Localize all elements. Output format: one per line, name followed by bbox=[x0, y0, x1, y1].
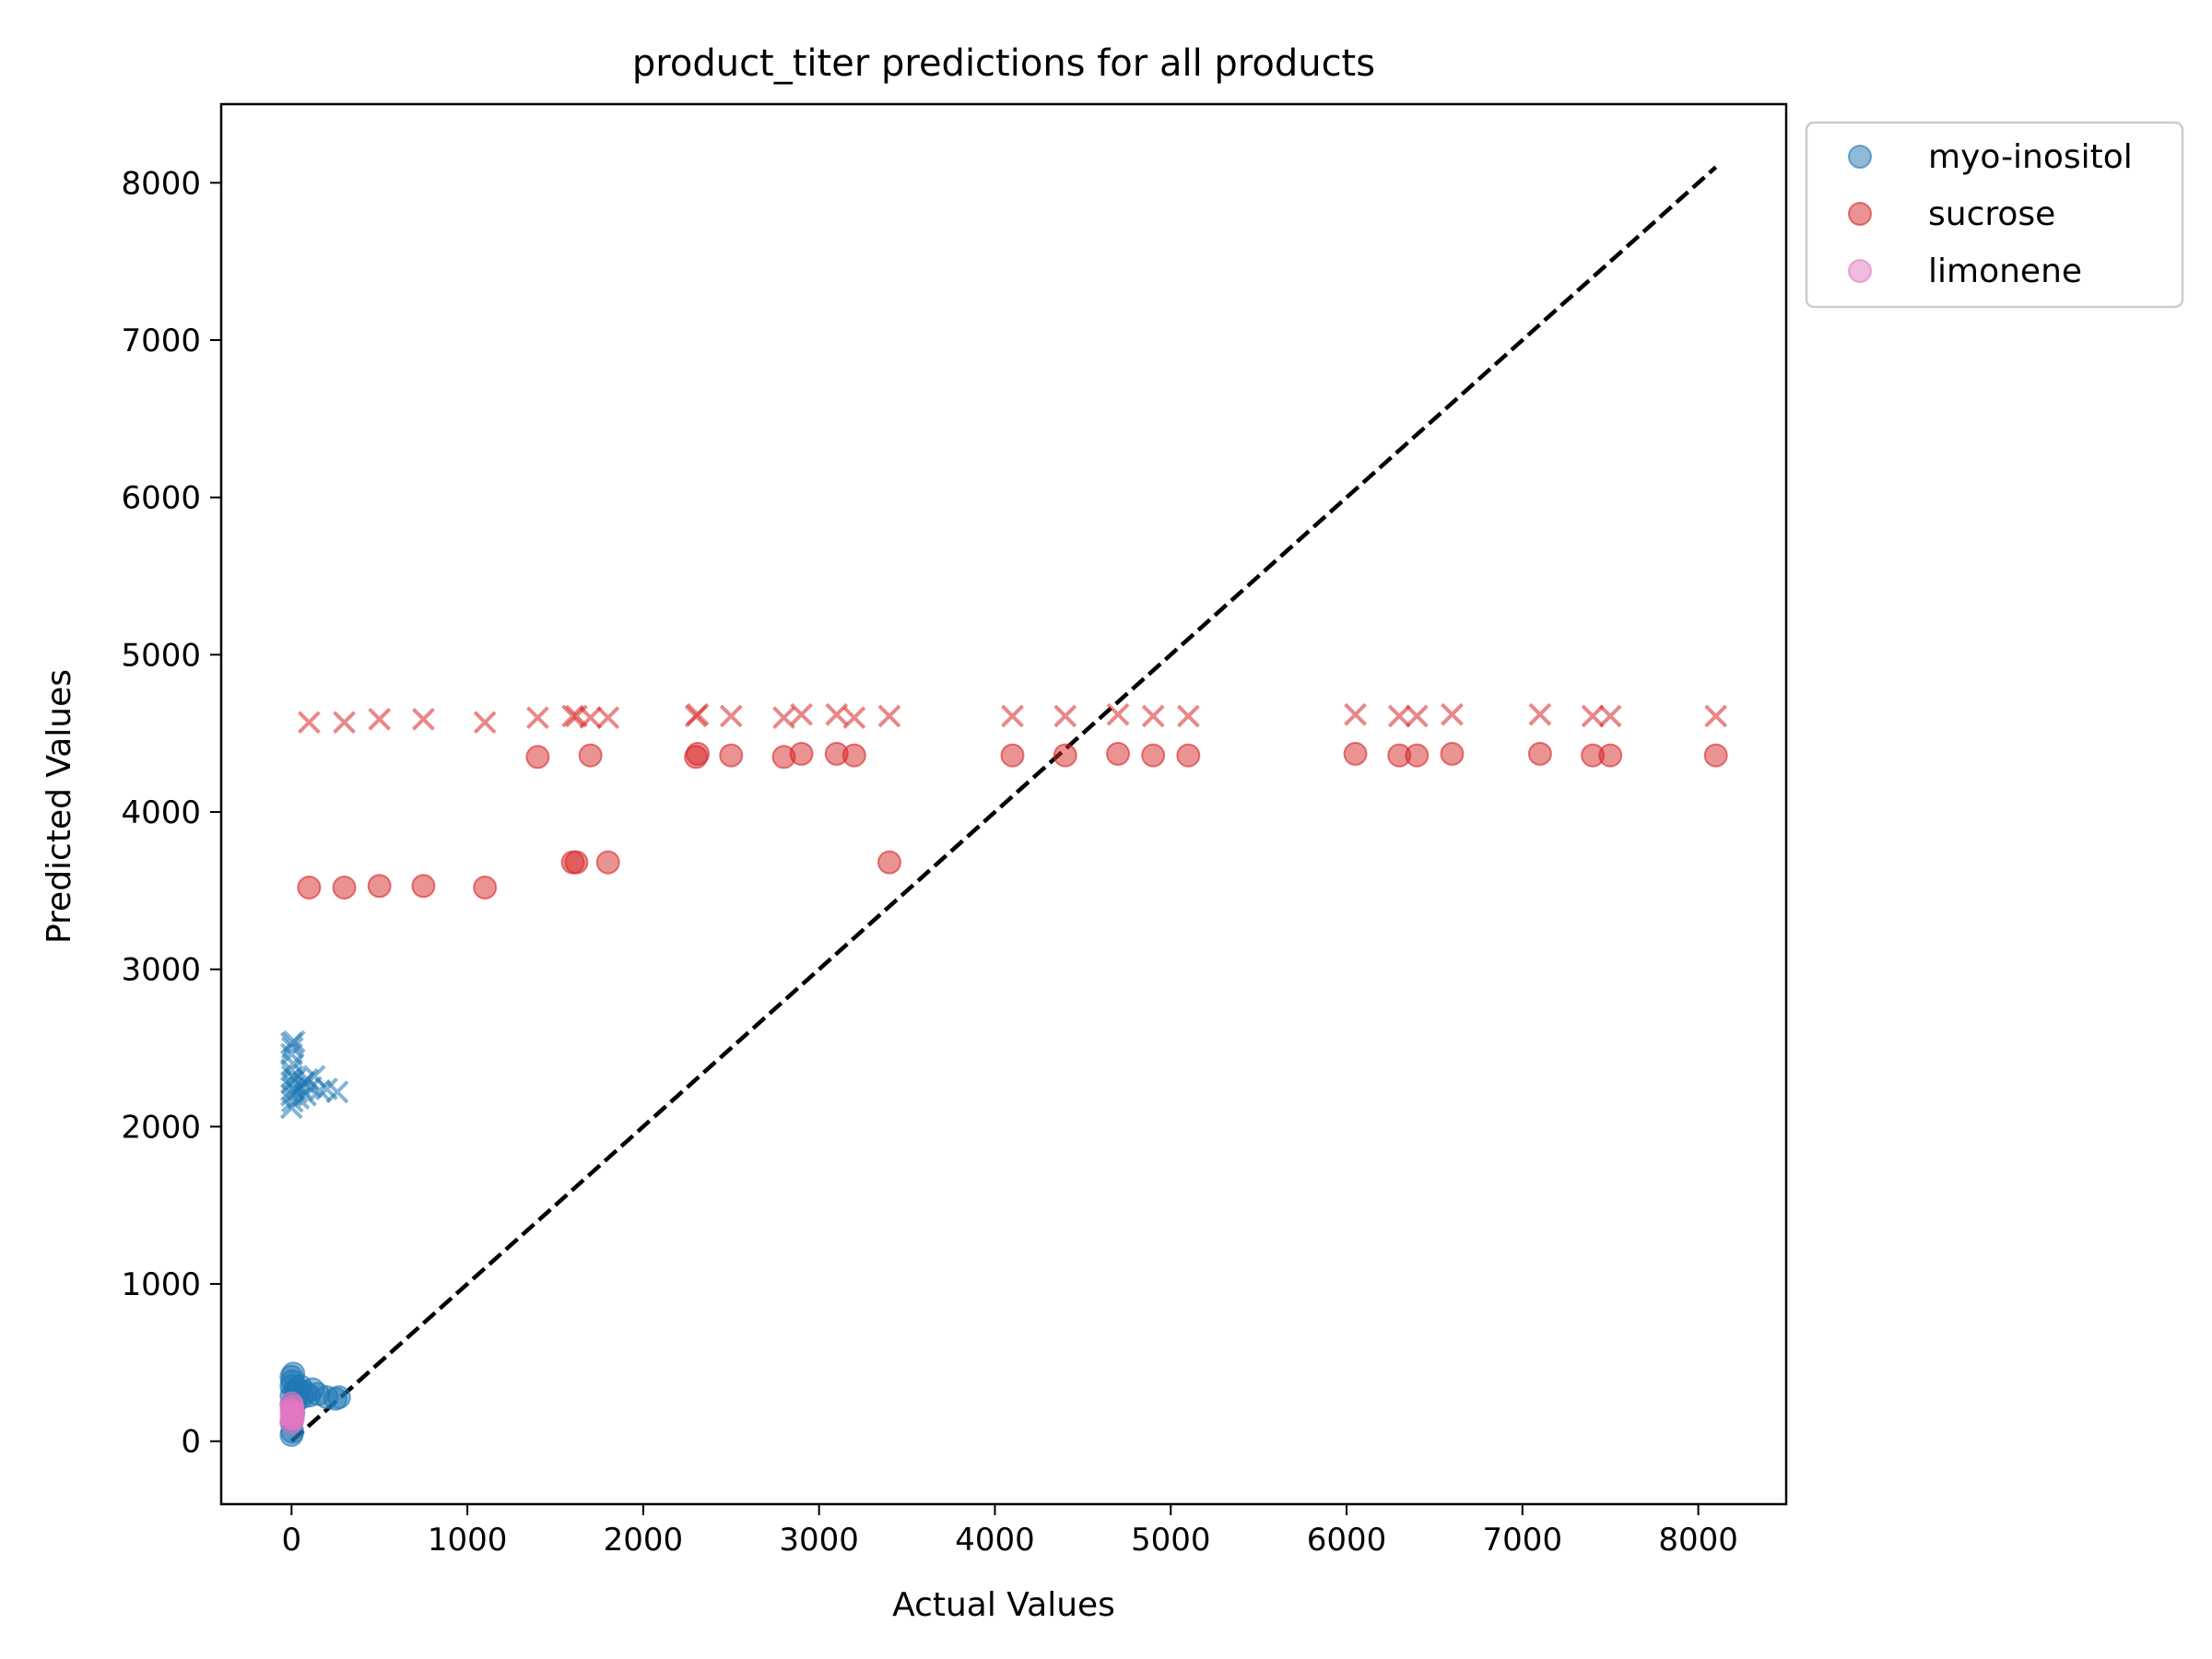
x-tick-label: 2000 bbox=[604, 1522, 684, 1559]
y-tick-label: 8000 bbox=[121, 165, 201, 202]
y-tick-label: 7000 bbox=[121, 323, 201, 359]
data-point-sucrose-cross bbox=[1387, 704, 1411, 728]
chart-title: product_titer predictions for all produc… bbox=[632, 42, 1375, 85]
data-point-sucrose-circle bbox=[1106, 741, 1131, 766]
y-tick-label: 0 bbox=[181, 1424, 201, 1461]
legend-box bbox=[1805, 121, 2184, 309]
plot-frame bbox=[219, 102, 1788, 1506]
y-tick-label: 1000 bbox=[121, 1266, 201, 1303]
data-point-sucrose-circle bbox=[595, 850, 620, 875]
data-point-sucrose-circle bbox=[473, 875, 498, 900]
y-tick-label: 2000 bbox=[121, 1109, 201, 1146]
legend-label: sucrose bbox=[1928, 195, 2055, 233]
data-point-sucrose-circle bbox=[789, 741, 814, 766]
data-point-sucrose-cross bbox=[1405, 704, 1429, 728]
data-point-sucrose-circle bbox=[525, 745, 550, 770]
data-point-sucrose-cross bbox=[1053, 704, 1077, 728]
data-point-sucrose-cross bbox=[719, 704, 743, 728]
data-point-sucrose-circle bbox=[1176, 743, 1201, 768]
data-point-sucrose-cross bbox=[1598, 704, 1622, 728]
data-point-sucrose-circle bbox=[686, 741, 711, 766]
data-point-myo-inositol-cross bbox=[283, 1067, 307, 1091]
x-tick-label: 3000 bbox=[779, 1522, 859, 1559]
data-point-sucrose-cross bbox=[1106, 702, 1130, 726]
axes: 0 1000 2000 3000 4000 5000 6000 7000 8000 0 1000 20… bbox=[121, 102, 1788, 1559]
data-point-sucrose-cross bbox=[1344, 702, 1367, 726]
legend-marker bbox=[1848, 259, 1872, 283]
data-point-sucrose-circle bbox=[1527, 741, 1552, 766]
legend-label: myo-inositol bbox=[1928, 138, 2133, 176]
x-tick-label: 7000 bbox=[1483, 1522, 1563, 1559]
data-point-sucrose-cross bbox=[877, 704, 901, 728]
data-point-myo-inositol-cross bbox=[294, 1083, 317, 1107]
data-point-sucrose-cross bbox=[686, 702, 710, 726]
x-tick-label: 4000 bbox=[955, 1522, 1035, 1559]
legend: myo-inositol sucrose limonene bbox=[1805, 121, 2184, 309]
data-point-sucrose-circle bbox=[411, 874, 436, 899]
data-point-sucrose-circle bbox=[841, 743, 866, 768]
data-point-sucrose-circle bbox=[719, 743, 744, 768]
legend-marker bbox=[1848, 202, 1872, 226]
data-point-myo-inositol-cross bbox=[287, 1087, 311, 1111]
data-point-sucrose-circle bbox=[297, 875, 322, 900]
data-point-sucrose-circle bbox=[332, 875, 357, 900]
y-tick-label: 4000 bbox=[121, 794, 201, 831]
x-tick-label: 6000 bbox=[1307, 1522, 1387, 1559]
data-point-sucrose-cross bbox=[333, 711, 356, 735]
data-point-sucrose-circle bbox=[564, 850, 589, 875]
x-tick-label: 5000 bbox=[1131, 1522, 1211, 1559]
legend-marker bbox=[1848, 145, 1872, 169]
data-point-sucrose-circle bbox=[367, 874, 392, 899]
x-tick-label: 8000 bbox=[1658, 1522, 1738, 1559]
data-point-sucrose-cross bbox=[1141, 704, 1165, 728]
data-point-sucrose-cross bbox=[1176, 704, 1200, 728]
data-point-sucrose-circle bbox=[1000, 743, 1025, 768]
plot-area bbox=[279, 165, 1728, 1447]
data-point-myo-inositol-cross bbox=[282, 1030, 306, 1053]
x-tick-label: 1000 bbox=[428, 1522, 508, 1559]
data-point-sucrose-circle bbox=[1703, 743, 1728, 768]
y-tick-label: 6000 bbox=[121, 480, 201, 517]
y-tick-label: 3000 bbox=[121, 952, 201, 989]
data-point-sucrose-cross bbox=[411, 707, 435, 731]
reference-line-y-equals-x bbox=[289, 165, 1718, 1443]
data-point-limonene-circle bbox=[279, 1399, 304, 1424]
x-tick-label: 0 bbox=[281, 1522, 301, 1559]
data-point-sucrose-cross bbox=[1581, 704, 1605, 728]
data-point-sucrose-circle bbox=[1405, 743, 1430, 768]
data-point-sucrose-cross bbox=[297, 711, 321, 735]
data-point-sucrose-circle bbox=[1343, 741, 1368, 766]
data-point-sucrose-cross bbox=[1441, 702, 1464, 726]
data-point-myo-inositol-cross bbox=[280, 1036, 304, 1060]
data-point-sucrose-cross bbox=[825, 702, 849, 726]
data-point-sucrose-circle bbox=[1440, 741, 1465, 766]
data-point-sucrose-cross bbox=[473, 711, 497, 735]
y-tick-label: 5000 bbox=[121, 637, 201, 674]
data-point-sucrose-cross bbox=[579, 706, 603, 730]
data-point-myo-inositol-circle bbox=[326, 1384, 351, 1409]
x-axis-label: Actual Values bbox=[892, 1586, 1115, 1624]
data-point-sucrose-cross bbox=[368, 707, 392, 731]
data-point-myo-inositol-cross bbox=[325, 1080, 349, 1104]
y-axis-label: Predicted Values bbox=[41, 669, 78, 944]
data-point-sucrose-cross bbox=[772, 706, 795, 730]
data-point-sucrose-cross bbox=[596, 706, 620, 730]
data-point-sucrose-circle bbox=[1141, 743, 1166, 768]
legend-label: limonene bbox=[1928, 253, 2082, 290]
data-point-sucrose-circle bbox=[1053, 743, 1077, 768]
data-point-sucrose-circle bbox=[1598, 743, 1623, 768]
data-point-sucrose-cross bbox=[1528, 702, 1552, 726]
data-point-sucrose-circle bbox=[877, 850, 901, 875]
data-point-sucrose-cross bbox=[1704, 704, 1728, 728]
data-point-sucrose-circle bbox=[578, 743, 603, 768]
data-point-sucrose-cross bbox=[790, 702, 814, 726]
data-point-sucrose-cross bbox=[1001, 704, 1024, 728]
data-point-sucrose-cross bbox=[526, 706, 549, 730]
data-point-sucrose-cross bbox=[842, 706, 866, 730]
